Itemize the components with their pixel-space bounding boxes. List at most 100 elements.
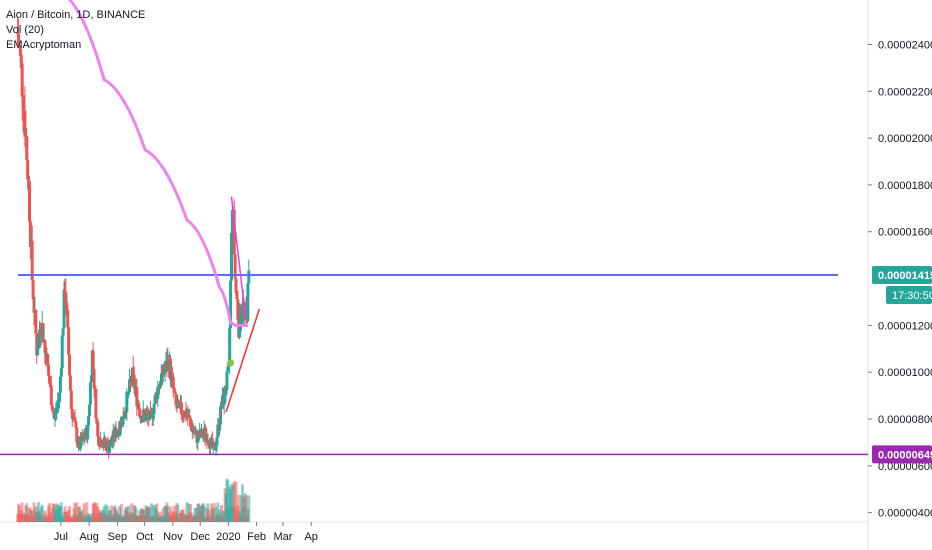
candle-body bbox=[120, 416, 124, 427]
x-month-label: Feb bbox=[247, 531, 266, 543]
candle-body bbox=[55, 407, 59, 412]
candle-body bbox=[203, 428, 207, 438]
candle-body bbox=[128, 379, 132, 393]
candle-body bbox=[126, 391, 130, 393]
candle-body bbox=[146, 413, 150, 417]
candle-body bbox=[170, 372, 174, 377]
volume-bar bbox=[68, 506, 72, 522]
signal-dot bbox=[227, 359, 235, 367]
candle-body bbox=[59, 368, 63, 377]
candle-body bbox=[68, 354, 72, 376]
chart-legend: Aion / Bitcoin, 1D, BINANCE Vol (20) EMA… bbox=[6, 8, 145, 53]
candle-body bbox=[244, 307, 248, 321]
candle-body bbox=[108, 446, 112, 453]
volume-bar bbox=[229, 483, 233, 522]
candle-body bbox=[122, 416, 126, 419]
volume-bar bbox=[207, 509, 211, 522]
candle-body bbox=[137, 402, 141, 409]
candle-body bbox=[69, 390, 73, 410]
volume-bar bbox=[118, 506, 122, 522]
volume-bar bbox=[151, 505, 155, 522]
candle-body bbox=[80, 435, 84, 442]
candle-body bbox=[161, 365, 165, 375]
candle-body bbox=[131, 367, 135, 375]
y-tick-label: 0.00002000 bbox=[878, 133, 932, 145]
volume-bar bbox=[202, 505, 206, 522]
candle-body bbox=[153, 395, 157, 404]
volume-bar bbox=[25, 503, 29, 522]
volume-bar bbox=[20, 502, 24, 522]
x-month-label: Mar bbox=[273, 531, 292, 543]
volume-bar bbox=[106, 506, 110, 522]
candle-body bbox=[152, 403, 156, 415]
volume-bar bbox=[189, 512, 193, 522]
triangle-upper-line[interactable] bbox=[230, 196, 247, 317]
countdown-bg bbox=[886, 286, 932, 305]
volume-bar bbox=[44, 513, 48, 522]
candle-body bbox=[158, 383, 162, 389]
candle-body bbox=[50, 405, 54, 411]
candle-body bbox=[181, 415, 185, 417]
candle-body bbox=[151, 414, 155, 419]
candle-body bbox=[226, 366, 230, 372]
candle-body bbox=[219, 406, 223, 425]
candle-body bbox=[228, 327, 232, 364]
candle-body bbox=[99, 439, 103, 448]
volume-bar bbox=[194, 508, 198, 522]
candle-body bbox=[156, 386, 160, 400]
candle-body bbox=[78, 437, 82, 449]
candle-body bbox=[62, 289, 66, 329]
volume-bar bbox=[247, 495, 251, 522]
candle-body bbox=[81, 435, 85, 438]
volume-bar bbox=[169, 506, 173, 522]
volume-bar bbox=[176, 504, 180, 522]
candle-body bbox=[97, 436, 101, 446]
candle-body bbox=[130, 367, 134, 383]
candle-body bbox=[176, 404, 180, 409]
candle-body bbox=[108, 440, 112, 447]
volume-bar bbox=[234, 481, 238, 522]
candle-body bbox=[93, 388, 97, 390]
y-tick-label: 0.00001200 bbox=[878, 320, 932, 332]
candle-body bbox=[123, 411, 127, 417]
volume-bar bbox=[216, 502, 220, 522]
y-tick-label: 0.00001800 bbox=[878, 180, 932, 192]
volume-bar bbox=[59, 502, 63, 522]
x-month-label: Oct bbox=[136, 531, 153, 543]
candle-body bbox=[115, 432, 119, 438]
candle-body bbox=[174, 393, 178, 406]
volume-bar bbox=[148, 507, 152, 522]
triangle-lower-line[interactable] bbox=[225, 308, 261, 413]
candle-body bbox=[236, 299, 240, 320]
candle-body bbox=[61, 328, 65, 336]
candle-body bbox=[229, 280, 233, 328]
candle-body bbox=[218, 424, 222, 431]
volume-bar bbox=[149, 503, 153, 522]
candle-body bbox=[125, 391, 129, 413]
candle-body bbox=[17, 33, 21, 46]
candle-body bbox=[72, 416, 76, 419]
candle-body bbox=[66, 310, 70, 327]
candle-body bbox=[96, 421, 100, 437]
x-month-label: Aug bbox=[79, 531, 99, 543]
candle-body bbox=[91, 350, 95, 369]
volume-bar bbox=[240, 484, 244, 522]
volume-bar bbox=[17, 505, 21, 522]
volume-bar bbox=[27, 507, 31, 522]
candle-body bbox=[159, 374, 163, 386]
candle-body bbox=[128, 379, 132, 382]
x-month-label: Jul bbox=[54, 531, 68, 543]
candle-body bbox=[144, 414, 148, 421]
candle-body bbox=[43, 339, 47, 348]
candle-body bbox=[127, 392, 131, 394]
candle-body bbox=[57, 400, 61, 403]
support-price-label: 0.00000649 bbox=[878, 449, 932, 461]
candle-body bbox=[56, 402, 60, 408]
volume-bar bbox=[142, 509, 146, 522]
candle-body bbox=[35, 333, 39, 356]
candle-body bbox=[240, 310, 244, 317]
candle-body bbox=[26, 159, 30, 180]
candle-body bbox=[191, 428, 195, 433]
candle-body bbox=[83, 436, 87, 440]
